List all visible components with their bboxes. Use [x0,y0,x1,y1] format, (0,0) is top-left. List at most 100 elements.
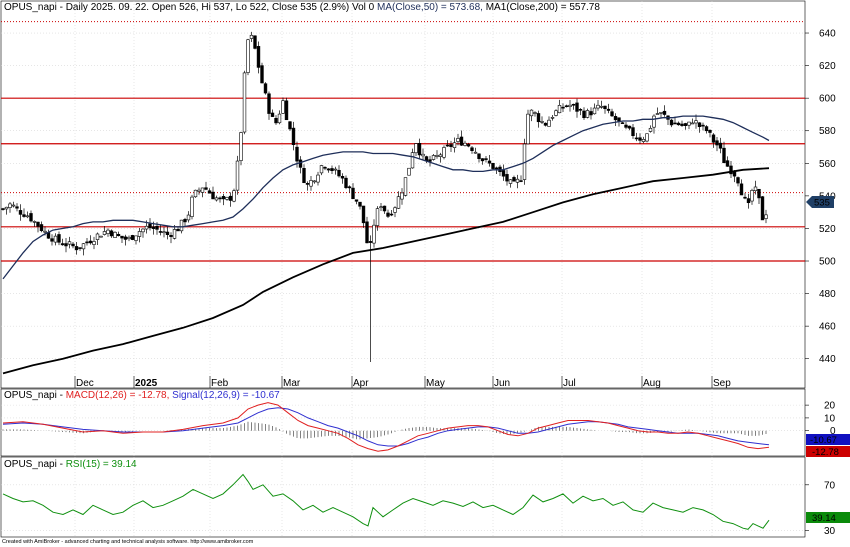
candle-body [18,210,23,215]
candle [694,114,698,129]
candle [442,145,446,160]
candle-body [319,165,324,174]
candle-body [480,158,485,162]
rsi-pane[interactable]: 70 30 39.14 OPUS_napi - RSI(15) = 39.14 [0,456,850,538]
candle-body [249,34,254,39]
candle [78,247,82,251]
candle [263,82,268,95]
candle [95,232,100,246]
candle-body [88,240,93,244]
macd-badge-text: -12.78 [812,447,839,458]
candle-body [739,183,744,196]
candle-body [295,146,299,162]
candle-body [753,186,758,192]
candle-body [263,83,268,94]
candle-body [53,235,58,243]
candle [596,100,600,111]
candle [620,121,625,124]
candle-body [389,213,394,216]
price-tick-label: 580 [819,126,836,137]
candle-body [326,168,331,171]
candle-body [99,235,103,238]
candle [323,166,327,171]
candle-body [8,203,12,208]
price-pane[interactable]: 440460480500520540560580600620640 Dec202… [0,0,836,389]
candle-body [550,116,555,119]
candle-body [246,39,250,73]
candle [11,201,16,208]
candle [57,231,61,246]
candle [277,110,282,125]
candle [148,218,152,231]
candle [428,155,432,167]
candle-body [81,243,86,250]
candle-body [232,190,236,202]
candle [624,121,628,130]
candle [218,196,222,203]
candle [256,41,261,74]
last-close-badge: 535 [806,196,834,209]
candle [736,176,740,187]
candle [557,99,562,114]
candle [400,188,404,205]
candle [389,209,394,217]
candle-body [134,235,138,241]
candle-body [645,133,649,142]
candle-body [732,171,737,177]
candle-body [109,230,114,237]
candle-body [407,167,411,176]
month-label: 2025 [135,378,158,389]
candle [652,114,656,134]
candle-body [445,144,450,147]
candle [662,105,667,117]
candle-body [141,228,145,233]
candle [120,235,124,243]
candle [267,91,271,120]
candle [449,140,453,152]
candle-body [172,229,177,239]
candle [260,62,264,84]
candle-body [382,205,387,212]
candle [207,188,212,194]
candle [554,109,558,117]
candle [529,109,534,122]
candle [25,211,30,219]
candle-body [64,243,68,247]
candle-body [484,158,488,160]
candle [53,233,58,246]
candle [333,166,338,175]
month-label: Jul [563,378,576,389]
candle [1,207,5,211]
candle-body [396,196,401,209]
candle [715,136,719,152]
candle-body [459,136,464,146]
month-label: Dec [76,378,94,389]
candle-body [690,122,695,125]
candle-body [260,65,264,84]
candle [354,199,359,205]
candle [137,227,142,243]
candle [347,185,352,193]
candle-body [165,231,170,235]
candle-body [333,168,338,171]
footer-credit: Created with AmiBroker - advanced charti… [2,539,254,545]
candle [648,125,653,133]
candle-body [501,170,506,177]
candle [578,108,583,116]
month-axis: Dec 2025 Feb Mar Apr May Jun Jul Aug Sep [74,376,731,389]
candle-body [375,208,380,226]
ma200-line [2,167,770,375]
candle [466,142,471,148]
candle [508,179,513,188]
candle [480,158,485,165]
price-badge-shape [806,196,834,208]
rsi-grid [1,457,805,537]
macd-tick-label: 0 [830,426,836,437]
month-label: Jun [494,378,510,389]
price-tick-label: 480 [819,289,836,300]
candle-body [701,124,705,127]
candle-body [505,174,509,182]
candle [204,181,208,191]
candle-body [85,241,89,244]
